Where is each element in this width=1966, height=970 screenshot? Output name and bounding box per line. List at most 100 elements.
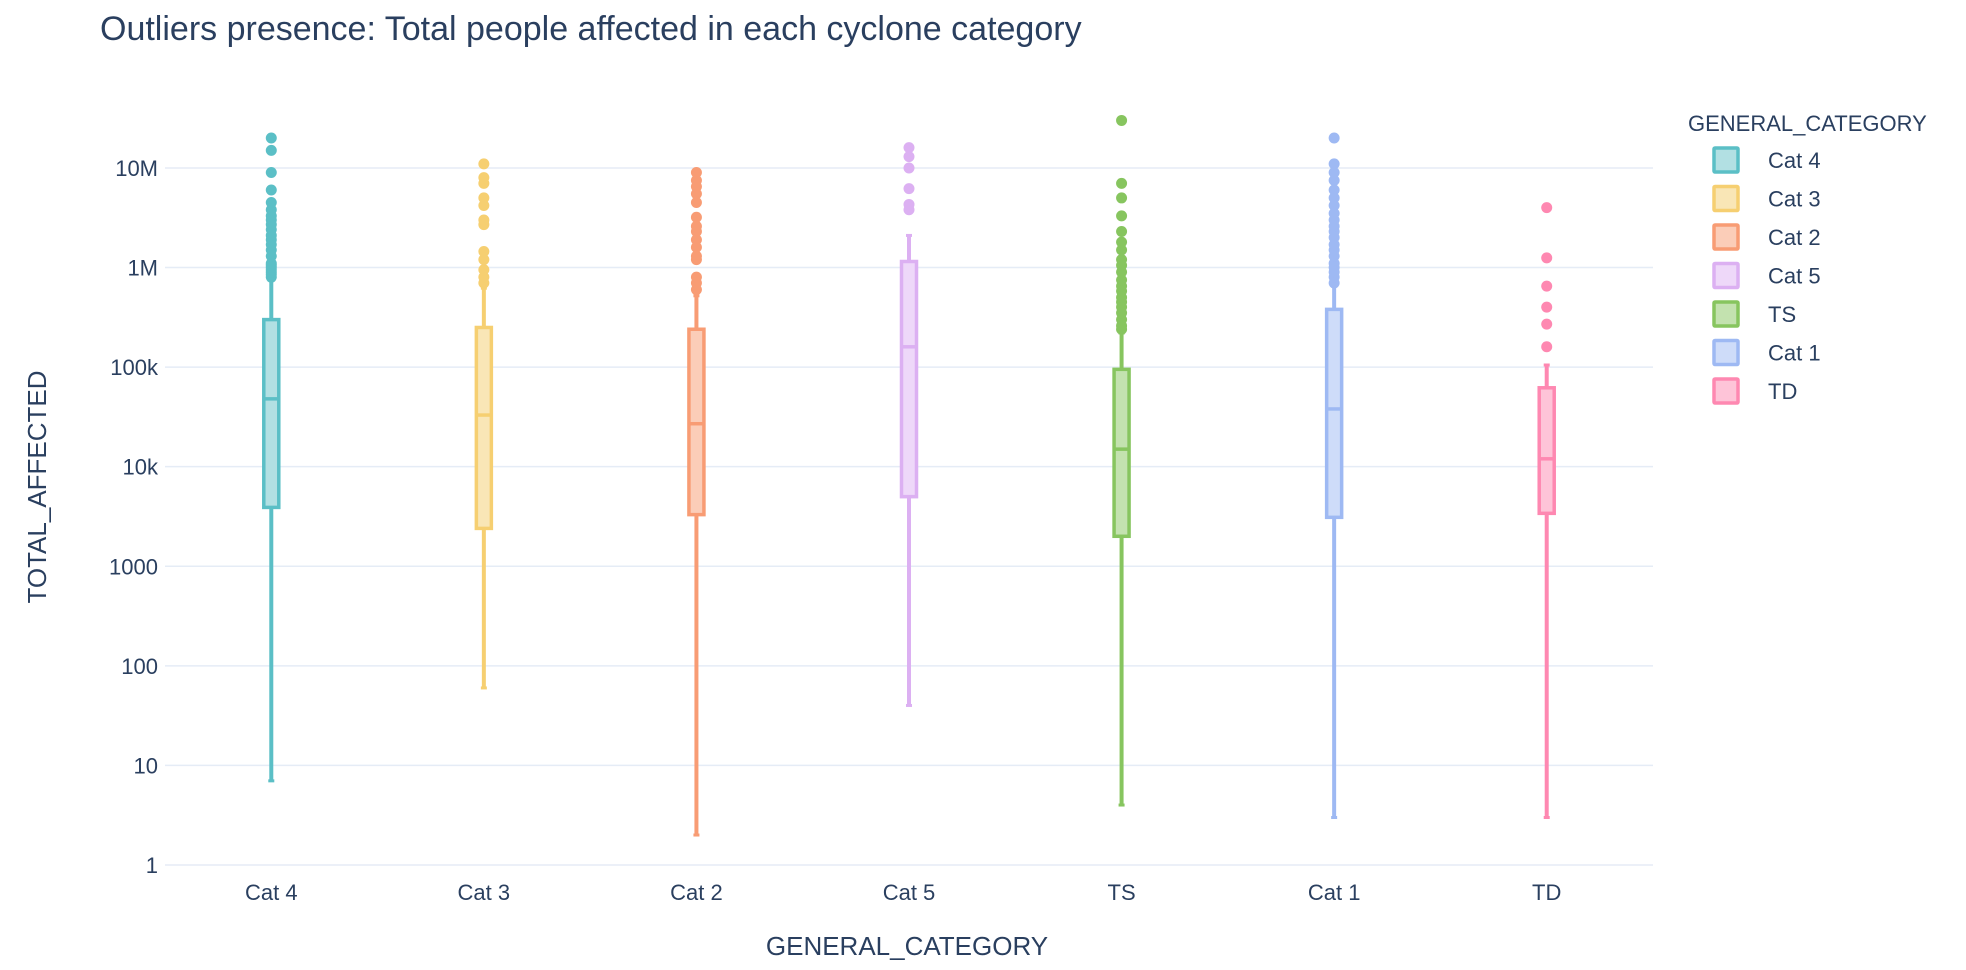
outlier-point (690, 196, 702, 208)
outlier-point (265, 132, 277, 144)
legend-swatch (1712, 261, 1740, 290)
outlier-point (1116, 114, 1128, 126)
outlier-point (690, 211, 702, 223)
x-tick-label: Cat 3 (458, 880, 511, 905)
legend-item-cat-5: Cat 5 (1712, 261, 1821, 290)
legend-swatch (1712, 184, 1740, 213)
outlier-point (1328, 167, 1340, 179)
outlier-point (1116, 226, 1128, 238)
outlier-point (478, 158, 490, 170)
x-tick-label: TD (1532, 880, 1561, 905)
outlier-point (690, 174, 702, 186)
legend-label: TD (1768, 379, 1797, 404)
legend-item-ts: TS (1712, 300, 1796, 328)
outlier-point (478, 199, 490, 211)
outlier-point (1328, 158, 1340, 170)
outlier-point (903, 151, 915, 163)
legend-label: Cat 2 (1768, 225, 1821, 250)
chart-title: Outliers presence: Total people affected… (100, 10, 1082, 48)
outlier-point (903, 183, 915, 195)
outlier-point (478, 214, 490, 226)
box-iqr (1112, 367, 1131, 539)
box-series-td (1537, 202, 1556, 819)
box-iqr (899, 259, 919, 499)
box-iqr (687, 327, 706, 517)
outlier-point (1116, 192, 1128, 204)
x-axis-ticks: Cat 4 Cat 3 Cat 2 Cat 5 TS Cat 1 TD (245, 880, 1561, 905)
outlier-point (478, 264, 490, 276)
legend-swatch (1712, 146, 1740, 174)
legend-item-cat-3: Cat 3 (1712, 184, 1821, 213)
outlier-point (478, 245, 490, 257)
y-tick-label: 1 (146, 853, 158, 878)
outlier-point (1116, 244, 1128, 256)
legend-swatch (1712, 338, 1740, 367)
outlier-point (690, 167, 702, 179)
box-series-cat-4 (262, 132, 281, 783)
outlier-point (265, 184, 277, 196)
legend-swatch (1712, 377, 1740, 405)
outlier-point (1116, 210, 1128, 222)
legend-item-cat-1: Cat 1 (1712, 338, 1821, 367)
outlier-point (690, 220, 702, 232)
outlier-point (1116, 274, 1128, 286)
outlier-point (265, 167, 277, 179)
outlier-point (1328, 207, 1340, 219)
legend: GENERAL_CATEGORY Cat 4 Cat 3 Cat 2 Cat 5 TS C… (1688, 111, 1927, 405)
outlier-point (1116, 236, 1128, 248)
x-tick-label: Cat 1 (1308, 880, 1361, 905)
legend-swatch (1712, 300, 1740, 328)
outlier-point (265, 144, 277, 156)
legend-item-cat-2: Cat 2 (1712, 223, 1821, 251)
y-axis-ticks: 1 10 100 1000 10k 100k 1M 10M (109, 156, 159, 878)
box-iqr (474, 325, 494, 531)
outlier-point (1541, 318, 1553, 330)
outlier-point (1541, 202, 1553, 214)
outlier-point (1541, 280, 1553, 292)
outlier-point (1116, 254, 1128, 266)
legend-label: Cat 3 (1768, 187, 1821, 212)
y-axis-title: TOTAL_AFFECTED (22, 370, 52, 603)
legend-label: Cat 5 (1768, 264, 1821, 289)
outlier-point (903, 142, 915, 154)
box-iqr (1537, 386, 1556, 516)
legend-item-cat-4: Cat 4 (1712, 146, 1821, 174)
y-tick-label: 10 (134, 753, 158, 778)
x-axis-title: GENERAL_CATEGORY (766, 931, 1048, 961)
box-iqr (1324, 307, 1344, 520)
box-series-cat-3 (474, 158, 494, 690)
outlier-point (1116, 177, 1128, 189)
legend-swatch (1712, 223, 1740, 251)
legend-title: GENERAL_CATEGORY (1688, 111, 1927, 136)
legend-label: Cat 4 (1768, 148, 1821, 173)
box-series-group (262, 114, 1556, 837)
x-tick-label: TS (1108, 880, 1136, 905)
outlier-point (1328, 184, 1340, 196)
box-series-ts (1112, 114, 1131, 807)
outlier-point (1328, 192, 1340, 204)
box-series-cat-1 (1324, 132, 1344, 819)
legend-label: TS (1768, 302, 1796, 327)
x-tick-label: Cat 5 (883, 880, 936, 905)
outlier-point (1328, 132, 1340, 144)
x-tick-label: Cat 2 (670, 880, 723, 905)
y-tick-label: 1000 (109, 554, 158, 579)
outlier-point (903, 162, 915, 174)
outlier-point (1541, 341, 1553, 353)
y-tick-label: 10M (115, 156, 158, 181)
outlier-point (690, 250, 702, 262)
legend-label: Cat 1 (1768, 341, 1821, 366)
y-tick-label: 1M (127, 256, 158, 281)
outlier-point (1541, 301, 1553, 313)
outlier-point (1328, 199, 1340, 211)
outlier-point (1328, 174, 1340, 186)
y-tick-label: 100 (121, 654, 158, 679)
outlier-point (690, 271, 702, 283)
y-tick-label: 100k (110, 355, 159, 380)
box-series-cat-2 (687, 167, 706, 837)
box-iqr (262, 317, 281, 510)
box-series-cat-5 (899, 142, 919, 707)
x-tick-label: Cat 4 (245, 880, 298, 905)
